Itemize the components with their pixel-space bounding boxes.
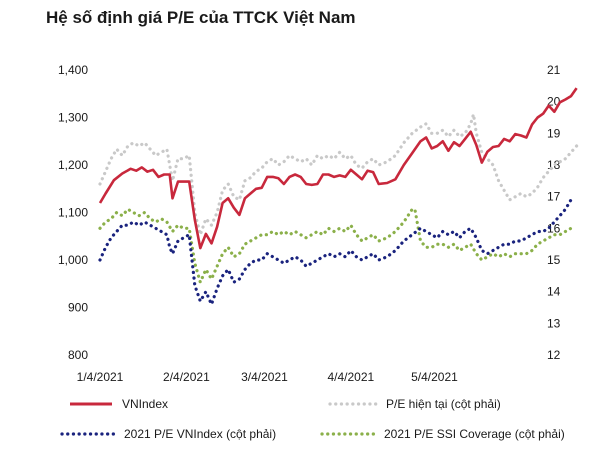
right-tick-label: 13 <box>547 316 561 330</box>
right-tick-label: 12 <box>547 348 561 362</box>
x-axis-ticks: 1/4/2021 2/4/2021 3/4/2021 4/4/2021 5/4/2021 <box>77 370 458 384</box>
legend-label: VNIndex <box>122 397 168 411</box>
series-line-2 <box>98 198 573 309</box>
x-tick-label: 2/4/2021 <box>163 370 210 384</box>
series-line-3 <box>98 207 573 287</box>
left-tick-label: 800 <box>68 348 88 362</box>
series-lines <box>98 87 579 309</box>
series-line-0 <box>98 87 578 250</box>
x-tick-label: 5/4/2021 <box>411 370 458 384</box>
right-tick-label: 21 <box>547 63 561 77</box>
right-tick-label: 19 <box>547 126 561 140</box>
series-line-1 <box>98 113 579 241</box>
left-tick-label: 1,300 <box>58 111 88 125</box>
right-tick-label: 17 <box>547 190 561 204</box>
left-tick-label: 1,400 <box>58 63 88 77</box>
right-tick-label: 15 <box>547 253 561 267</box>
legend: VNIndex P/E hiện tại (cột phải) 2021 P/E V… <box>60 397 565 441</box>
legend-label: P/E hiện tại (cột phải) <box>386 397 501 411</box>
legend-label: 2021 P/E SSI Coverage (cột phải) <box>384 427 565 441</box>
x-tick-label: 3/4/2021 <box>241 370 288 384</box>
left-axis-ticks: 800 900 1,000 1,100 1,200 1,300 1,400 <box>58 63 88 362</box>
legend-label: 2021 P/E VNIndex (cột phải) <box>124 427 276 441</box>
x-tick-label: 1/4/2021 <box>77 370 124 384</box>
x-tick-label: 4/4/2021 <box>327 370 374 384</box>
right-tick-label: 14 <box>547 285 561 299</box>
left-tick-label: 1,100 <box>58 206 88 220</box>
left-tick-label: 900 <box>68 301 88 315</box>
chart-title: Hệ số định giá P/E của TTCK Việt Nam <box>46 8 356 27</box>
right-tick-label: 16 <box>547 221 561 235</box>
left-tick-label: 1,200 <box>58 158 88 172</box>
left-tick-label: 1,000 <box>58 253 88 267</box>
